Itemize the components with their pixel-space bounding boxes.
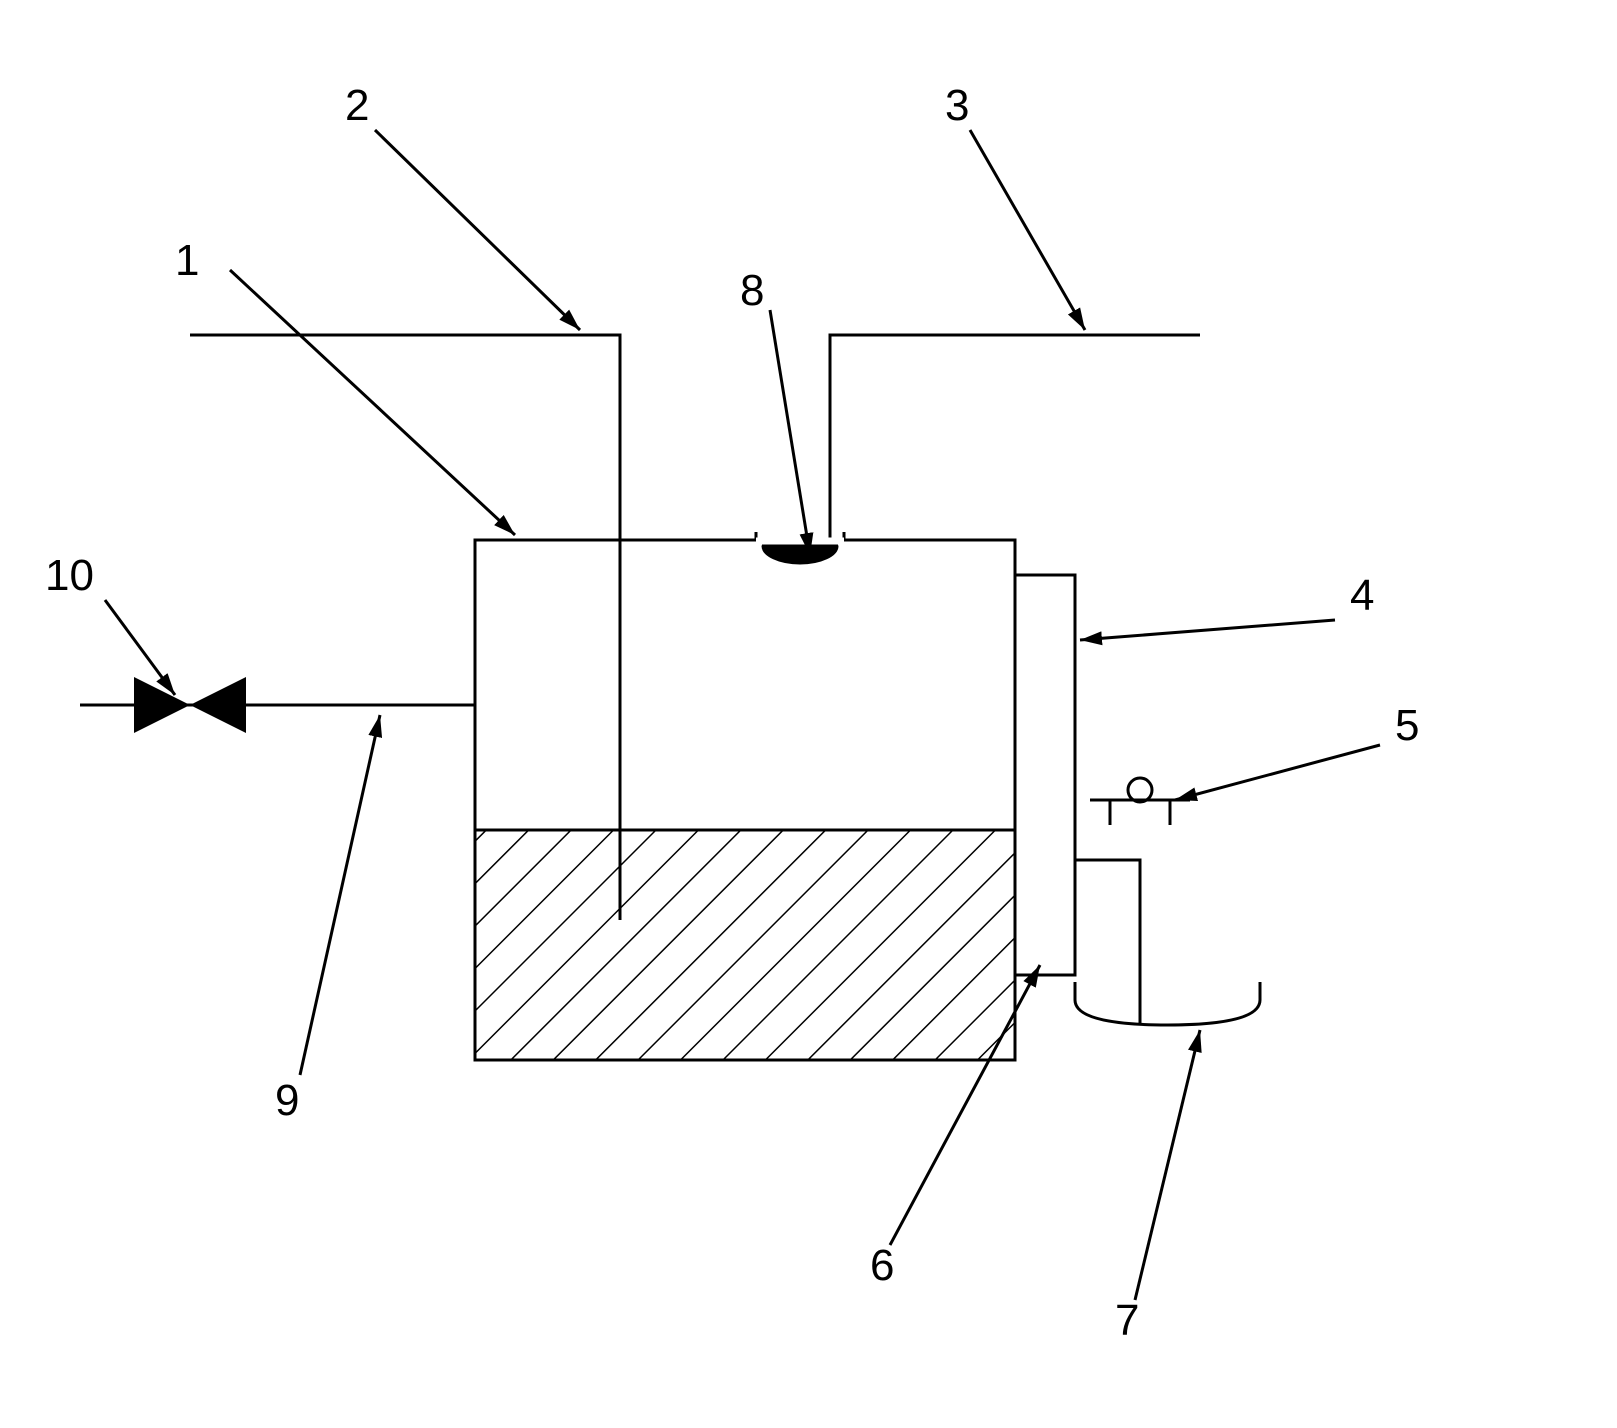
label-1: 1 (175, 236, 199, 285)
label-9: 9 (275, 1076, 299, 1125)
fluid-region (475, 830, 1015, 1060)
label-7: 7 (1115, 1296, 1139, 1345)
funnel (1075, 982, 1260, 1025)
label-4: 4 (1350, 571, 1374, 620)
leader-4 (1080, 620, 1335, 640)
leader-8 (770, 310, 810, 555)
leader-2 (375, 130, 580, 330)
label-2: 2 (345, 81, 369, 130)
check-valve-handle (1128, 778, 1152, 802)
label-3: 3 (945, 81, 969, 130)
valve-right-tri (190, 677, 246, 733)
label-8: 8 (740, 266, 764, 315)
leader-9 (300, 715, 380, 1075)
label-10: 10 (45, 551, 94, 600)
pipe-top-right (830, 335, 1200, 540)
pipe-bottom-branch (1075, 860, 1140, 1025)
label-6: 6 (870, 1241, 894, 1290)
valve-left-tri (134, 677, 190, 733)
leader-3 (970, 130, 1085, 330)
leader-5 (1175, 745, 1380, 800)
leader-1 (230, 270, 515, 535)
label-5: 5 (1395, 701, 1419, 750)
pipe-overflow (1015, 575, 1075, 975)
leader-7 (1135, 1030, 1200, 1300)
